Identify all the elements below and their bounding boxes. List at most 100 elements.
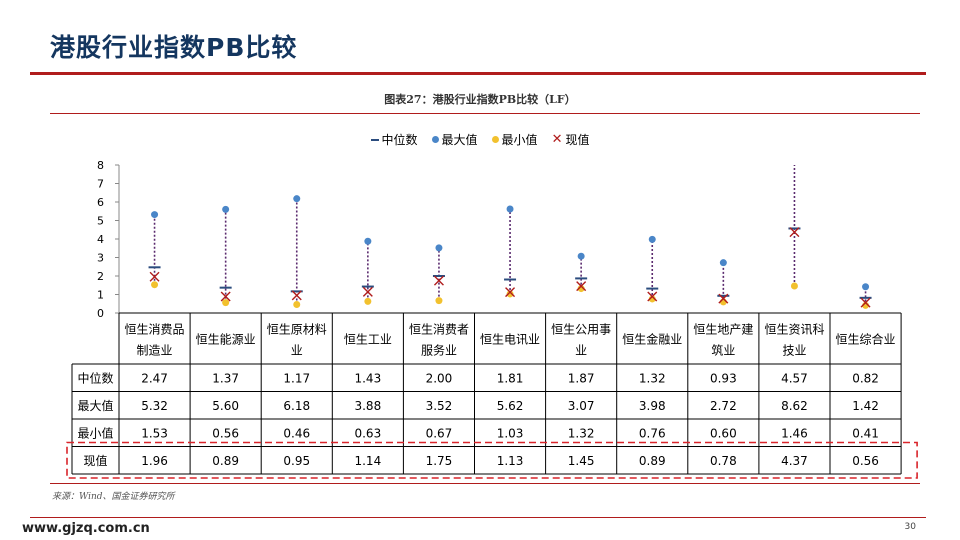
max-point <box>222 205 230 213</box>
y-tick-label: 8 <box>97 159 104 172</box>
source-note: 来源：Wind、国金证券研究所 <box>52 492 175 502</box>
data-label: 0.95 <box>283 454 310 468</box>
data-label: 1.13 <box>497 454 524 468</box>
min-point <box>222 299 230 307</box>
max-point <box>577 252 585 260</box>
max-point <box>862 283 870 291</box>
data-label: 0.89 <box>639 454 666 468</box>
caption-rule-top <box>50 113 920 114</box>
current-marker <box>718 293 729 304</box>
legend-label-min: 最小值 <box>501 133 538 147</box>
current-marker <box>149 271 160 282</box>
category-label: 筑业 <box>711 343 735 358</box>
category-label: 业 <box>575 344 587 358</box>
legend-item-current: ✕ 现值 <box>552 131 590 148</box>
data-label: 0.46 <box>283 426 310 440</box>
max-point <box>151 211 159 219</box>
max-point <box>506 205 514 213</box>
data-label: 5.60 <box>212 399 239 413</box>
y-tick-label: 4 <box>97 233 104 246</box>
y-tick-label: 2 <box>97 270 104 283</box>
max-point <box>719 259 727 267</box>
caption-rule-bottom <box>50 483 920 484</box>
category-label: 恒生资讯科 <box>764 323 824 337</box>
category-label: 恒生电讯业 <box>480 333 540 347</box>
title-rule <box>30 72 926 75</box>
category-label: 恒生工业 <box>344 333 392 347</box>
min-point <box>648 295 656 303</box>
data-label: 2.47 <box>141 371 168 385</box>
y-tick-label: 6 <box>97 196 104 209</box>
category-label: 恒生公用事 <box>551 323 611 337</box>
category-label: 恒生金融业 <box>622 332 682 347</box>
data-label: 1.53 <box>141 426 168 440</box>
data-label: 1.46 <box>781 426 808 440</box>
max-point <box>293 195 301 203</box>
min-point <box>506 290 514 298</box>
current-marker <box>505 287 516 298</box>
category-label: 恒生能源业 <box>196 333 256 347</box>
category-label: 恒生地产建 <box>693 323 753 337</box>
category-label: 制造业 <box>137 344 173 358</box>
data-label: 3.07 <box>568 399 595 413</box>
min-point <box>364 297 372 305</box>
chart-legend: 中位数 最大值 最小值 ✕ 现值 <box>0 131 960 148</box>
current-marker <box>362 286 373 297</box>
data-label: 3.52 <box>426 399 453 413</box>
y-tick-label: 7 <box>97 178 104 191</box>
data-label: 1.03 <box>497 426 524 440</box>
max-point <box>364 237 372 245</box>
data-label: 6.18 <box>283 399 310 413</box>
figure-caption: 图表27：港股行业指数PB比较（LF） <box>384 93 576 106</box>
legend-label-current: 现值 <box>565 133 590 147</box>
max-dot-icon <box>431 136 439 143</box>
data-label: 5.62 <box>497 399 524 413</box>
footer-rule <box>30 517 926 518</box>
data-label: 4.57 <box>781 371 808 385</box>
y-tick-label: 3 <box>97 252 104 265</box>
page-title: 港股行业指数PB比较 <box>50 33 298 62</box>
row-label: 最大值 <box>77 398 113 413</box>
category-label: 恒生消费品 <box>125 323 185 337</box>
current-marker <box>220 291 231 302</box>
legend-item-median: 中位数 <box>370 131 418 148</box>
data-label: 0.41 <box>852 426 879 440</box>
data-label: 1.42 <box>852 399 879 413</box>
row-label: 最小值 <box>77 425 113 440</box>
data-label: 1.37 <box>212 371 239 385</box>
category-label: 恒生原材料 <box>267 323 327 337</box>
y-tick-label: 1 <box>97 289 104 302</box>
data-label: 1.32 <box>568 426 595 440</box>
min-point <box>293 300 301 308</box>
data-label: 0.89 <box>212 454 239 468</box>
legend-item-max: 最大值 <box>431 131 478 148</box>
data-label: 0.78 <box>710 454 737 468</box>
min-point <box>435 297 443 305</box>
data-label: 1.43 <box>354 371 381 385</box>
data-label: 3.88 <box>354 399 381 413</box>
current-marker <box>576 281 587 292</box>
data-label: 1.45 <box>568 454 595 468</box>
data-label: 0.93 <box>710 371 737 385</box>
current-marker <box>291 290 302 301</box>
data-label: 0.60 <box>710 426 737 440</box>
current-marker <box>647 291 658 302</box>
min-point <box>790 282 798 290</box>
data-label: 1.75 <box>426 454 453 468</box>
category-label: 恒生消费者 <box>409 323 469 337</box>
data-label: 3.98 <box>639 399 666 413</box>
row-label: 中位数 <box>77 370 113 385</box>
legend-label-max: 最大值 <box>441 133 478 147</box>
legend-label-median: 中位数 <box>381 133 418 147</box>
y-tick-label: 5 <box>97 215 104 228</box>
current-marker <box>860 297 871 308</box>
max-point <box>648 235 656 243</box>
data-label: 1.87 <box>568 371 595 385</box>
data-label: 8.62 <box>781 399 808 413</box>
data-label: 0.63 <box>354 426 381 440</box>
category-label: 业 <box>291 344 303 358</box>
data-label: 0.76 <box>639 426 666 440</box>
data-label: 1.17 <box>283 371 310 385</box>
category-label: 恒生综合业 <box>836 332 896 347</box>
